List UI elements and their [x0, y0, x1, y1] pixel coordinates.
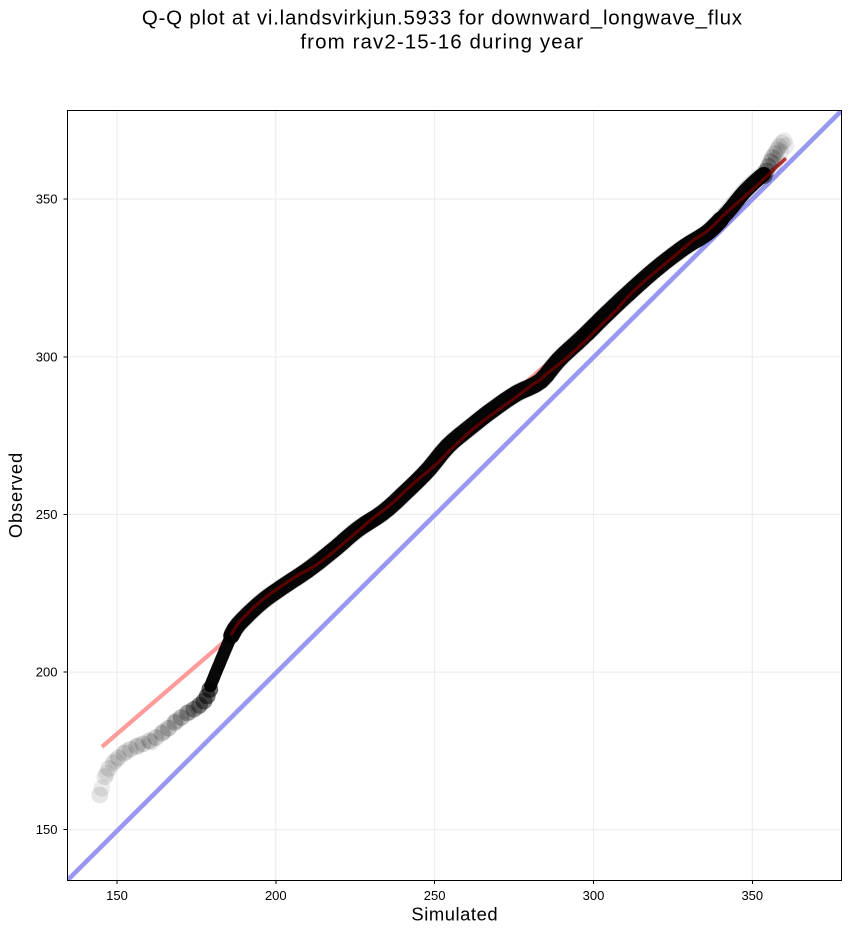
svg-text:from rav2-15-16 during year: from rav2-15-16 during year	[300, 31, 584, 54]
svg-text:Simulated: Simulated	[411, 904, 498, 925]
svg-text:350: 350	[741, 888, 763, 903]
svg-text:150: 150	[36, 822, 58, 837]
svg-text:Q-Q plot at vi.landsvirkjun.59: Q-Q plot at vi.landsvirkjun.5933 for dow…	[142, 7, 743, 30]
svg-text:300: 300	[36, 349, 58, 364]
svg-text:200: 200	[265, 888, 287, 903]
svg-text:250: 250	[36, 507, 58, 522]
svg-text:150: 150	[106, 888, 128, 903]
svg-text:200: 200	[36, 665, 58, 680]
svg-text:Observed: Observed	[5, 452, 26, 538]
svg-text:250: 250	[424, 888, 446, 903]
svg-text:350: 350	[36, 192, 58, 207]
svg-text:300: 300	[583, 888, 605, 903]
